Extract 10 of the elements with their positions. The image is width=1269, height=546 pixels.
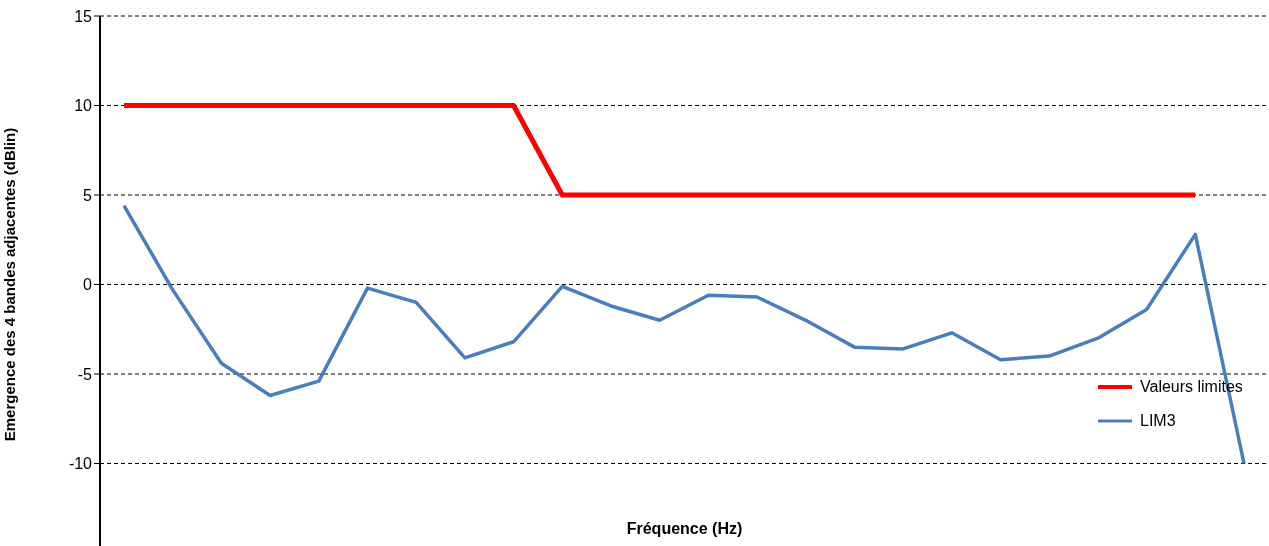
y-tick-label: 15: [74, 7, 93, 25]
y-tick-label: -5: [77, 365, 93, 383]
y-tick-label: 10: [74, 97, 93, 115]
x-axis-title: Fréquence (Hz): [625, 520, 744, 538]
y-tick-label: -10: [68, 455, 93, 473]
line-series: [122, 203, 1246, 466]
legend-label: LIM3: [1140, 412, 1176, 430]
y-axis-title: Emergence des 4 bandes adjacentes (dBlin): [1, 127, 19, 442]
y-tick-label: 0: [83, 276, 93, 294]
y-tick-label: 5: [83, 186, 93, 204]
